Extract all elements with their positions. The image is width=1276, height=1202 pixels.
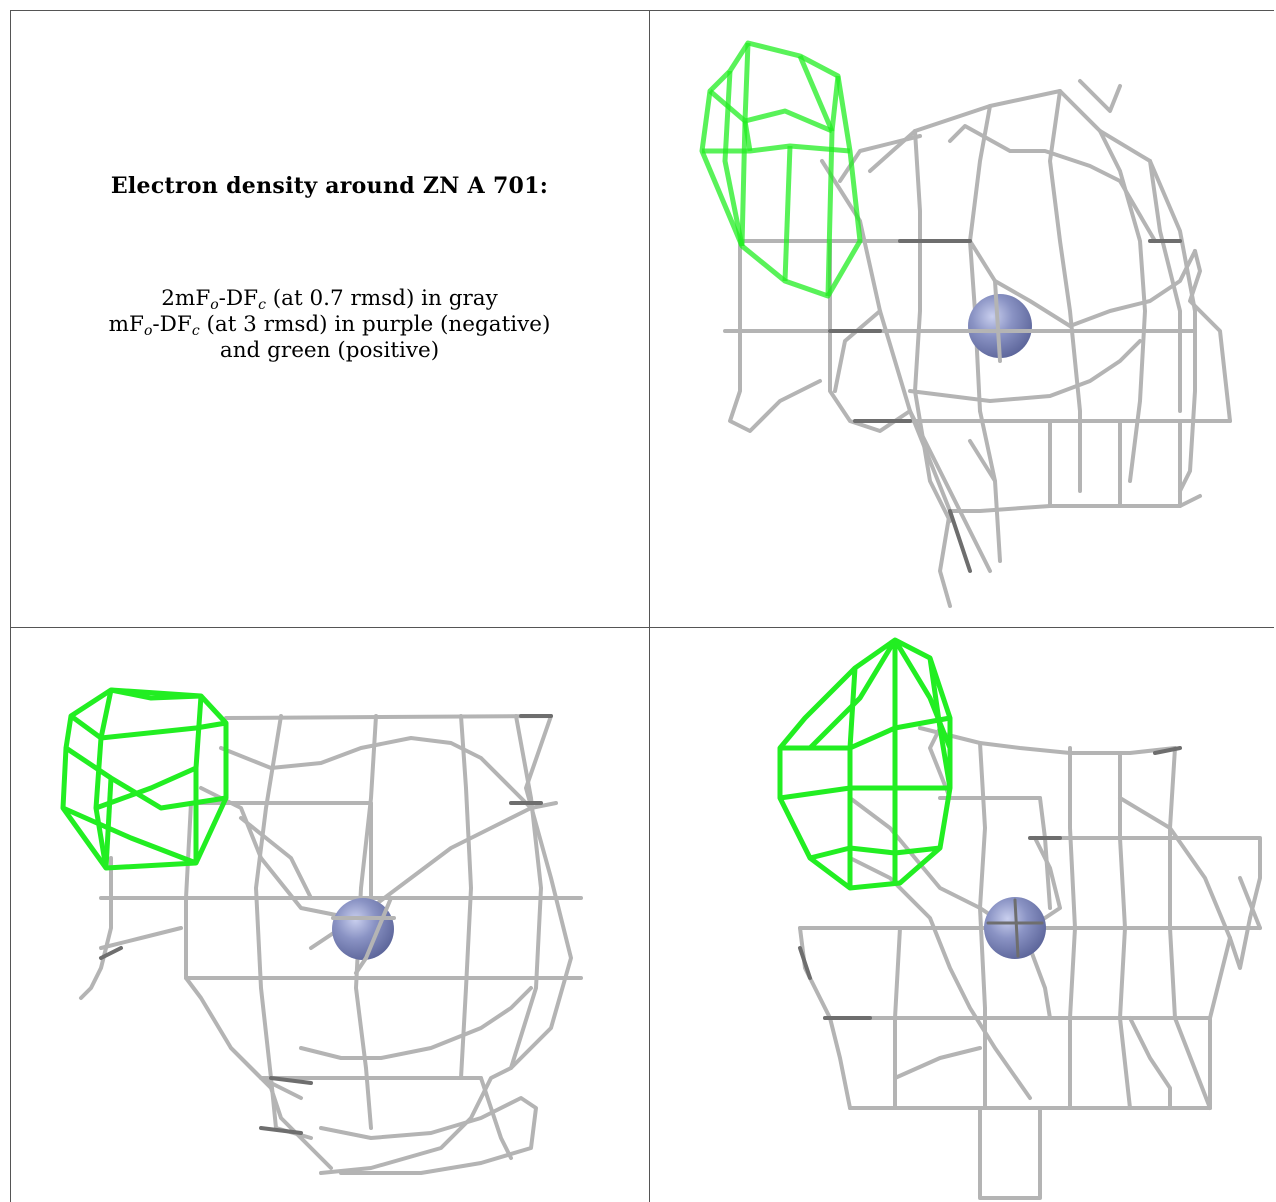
caption-title: Electron density around ZN A 701:	[10, 173, 649, 199]
density-mesh-bottom-right	[650, 628, 1274, 1202]
caption-legend: 2mFo-DFc (at 0.7 rmsd) in gray mFo-DFc (…	[10, 286, 649, 364]
caption-line-mfo: mFo-DFc (at 3 rmsd) in purple (negative)	[10, 312, 649, 338]
figure-grid: Electron density around ZN A 701: 2mFo-D…	[10, 10, 1274, 1202]
dark-mesh-edges	[830, 241, 1180, 571]
green-mesh	[702, 43, 860, 296]
green-mesh	[63, 690, 226, 868]
zn-atom-sphere	[332, 898, 394, 960]
density-mesh-bottom-left	[11, 628, 649, 1202]
caption-cell: Electron density around ZN A 701: 2mFo-D…	[10, 10, 649, 627]
gray-mesh	[800, 728, 1260, 1198]
density-mesh-top-right	[650, 11, 1274, 627]
density-panel-bottom-right	[650, 628, 1274, 1202]
caption-line-green: and green (positive)	[10, 338, 649, 364]
green-mesh	[780, 640, 950, 888]
density-panel-bottom-left	[11, 628, 649, 1202]
density-panel-top-right	[650, 11, 1274, 627]
caption-line-2mfo: 2mFo-DFc (at 0.7 rmsd) in gray	[10, 286, 649, 312]
